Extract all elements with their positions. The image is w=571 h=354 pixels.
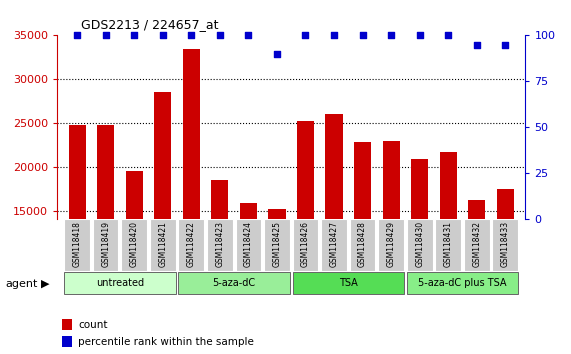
FancyBboxPatch shape (207, 219, 233, 271)
FancyBboxPatch shape (349, 219, 376, 271)
Point (101, 33, 110, 38)
Point (501, 42, 510, 47)
Point (329, 33, 339, 38)
Bar (126, 171, 143, 342)
Text: GSM118422: GSM118422 (187, 221, 196, 267)
Bar (325, 114, 343, 342)
FancyBboxPatch shape (436, 219, 461, 271)
FancyBboxPatch shape (292, 272, 404, 295)
Text: GSM118423: GSM118423 (215, 221, 224, 267)
Point (415, 33, 424, 38)
Text: GSM118432: GSM118432 (472, 221, 481, 267)
Text: 5-aza-dC: 5-aza-dC (212, 278, 256, 288)
Text: GSM118426: GSM118426 (301, 221, 310, 267)
FancyBboxPatch shape (407, 219, 433, 271)
Point (158, 33, 167, 38)
Bar (411, 159, 428, 342)
Bar (440, 152, 457, 342)
Text: GSM118429: GSM118429 (387, 221, 396, 267)
FancyBboxPatch shape (178, 272, 290, 295)
Point (130, 33, 139, 38)
FancyBboxPatch shape (264, 219, 290, 271)
Point (358, 33, 367, 38)
Text: GSM118420: GSM118420 (130, 221, 139, 267)
FancyBboxPatch shape (93, 219, 119, 271)
Bar (297, 121, 314, 342)
Point (387, 33, 396, 38)
FancyBboxPatch shape (407, 272, 518, 295)
Text: agent: agent (6, 279, 38, 289)
Point (215, 33, 224, 38)
FancyBboxPatch shape (150, 219, 176, 271)
Bar (62, 319, 72, 330)
FancyBboxPatch shape (235, 219, 261, 271)
Bar (497, 189, 514, 342)
Bar (211, 180, 228, 342)
Bar (383, 142, 400, 342)
Text: GDS2213 / 224657_at: GDS2213 / 224657_at (81, 18, 218, 32)
Text: TSA: TSA (339, 278, 357, 288)
FancyBboxPatch shape (464, 219, 490, 271)
Point (73, 33, 82, 38)
Text: GSM118428: GSM118428 (358, 221, 367, 267)
Text: GSM118427: GSM118427 (329, 221, 339, 267)
Point (472, 42, 481, 47)
Bar (354, 142, 371, 342)
Bar (69, 125, 86, 342)
Text: ▶: ▶ (41, 279, 50, 289)
FancyBboxPatch shape (65, 219, 90, 271)
FancyBboxPatch shape (178, 219, 204, 271)
Bar (240, 203, 257, 342)
Text: untreated: untreated (96, 278, 144, 288)
FancyBboxPatch shape (292, 219, 319, 271)
Text: GSM118425: GSM118425 (272, 221, 282, 267)
Text: GSM118419: GSM118419 (101, 221, 110, 267)
Text: GSM118418: GSM118418 (73, 221, 82, 267)
Point (187, 33, 196, 38)
FancyBboxPatch shape (65, 272, 176, 295)
Text: GSM118431: GSM118431 (444, 221, 453, 267)
FancyBboxPatch shape (321, 219, 347, 271)
Point (272, 51, 282, 57)
Bar (154, 92, 171, 342)
Text: count: count (78, 320, 108, 330)
Bar (268, 209, 286, 342)
Point (244, 33, 253, 38)
Text: GSM118421: GSM118421 (158, 221, 167, 267)
FancyBboxPatch shape (122, 219, 147, 271)
Bar (183, 48, 200, 342)
Text: GSM118430: GSM118430 (415, 221, 424, 267)
Bar (468, 200, 485, 342)
FancyBboxPatch shape (492, 219, 518, 271)
Bar (62, 336, 72, 347)
Text: percentile rank within the sample: percentile rank within the sample (78, 337, 254, 347)
FancyBboxPatch shape (379, 219, 404, 271)
Point (301, 33, 310, 38)
Text: GSM118424: GSM118424 (244, 221, 253, 267)
Text: 5-aza-dC plus TSA: 5-aza-dC plus TSA (419, 278, 506, 288)
Point (444, 33, 453, 38)
Bar (97, 125, 114, 342)
Text: GSM118433: GSM118433 (501, 221, 510, 267)
